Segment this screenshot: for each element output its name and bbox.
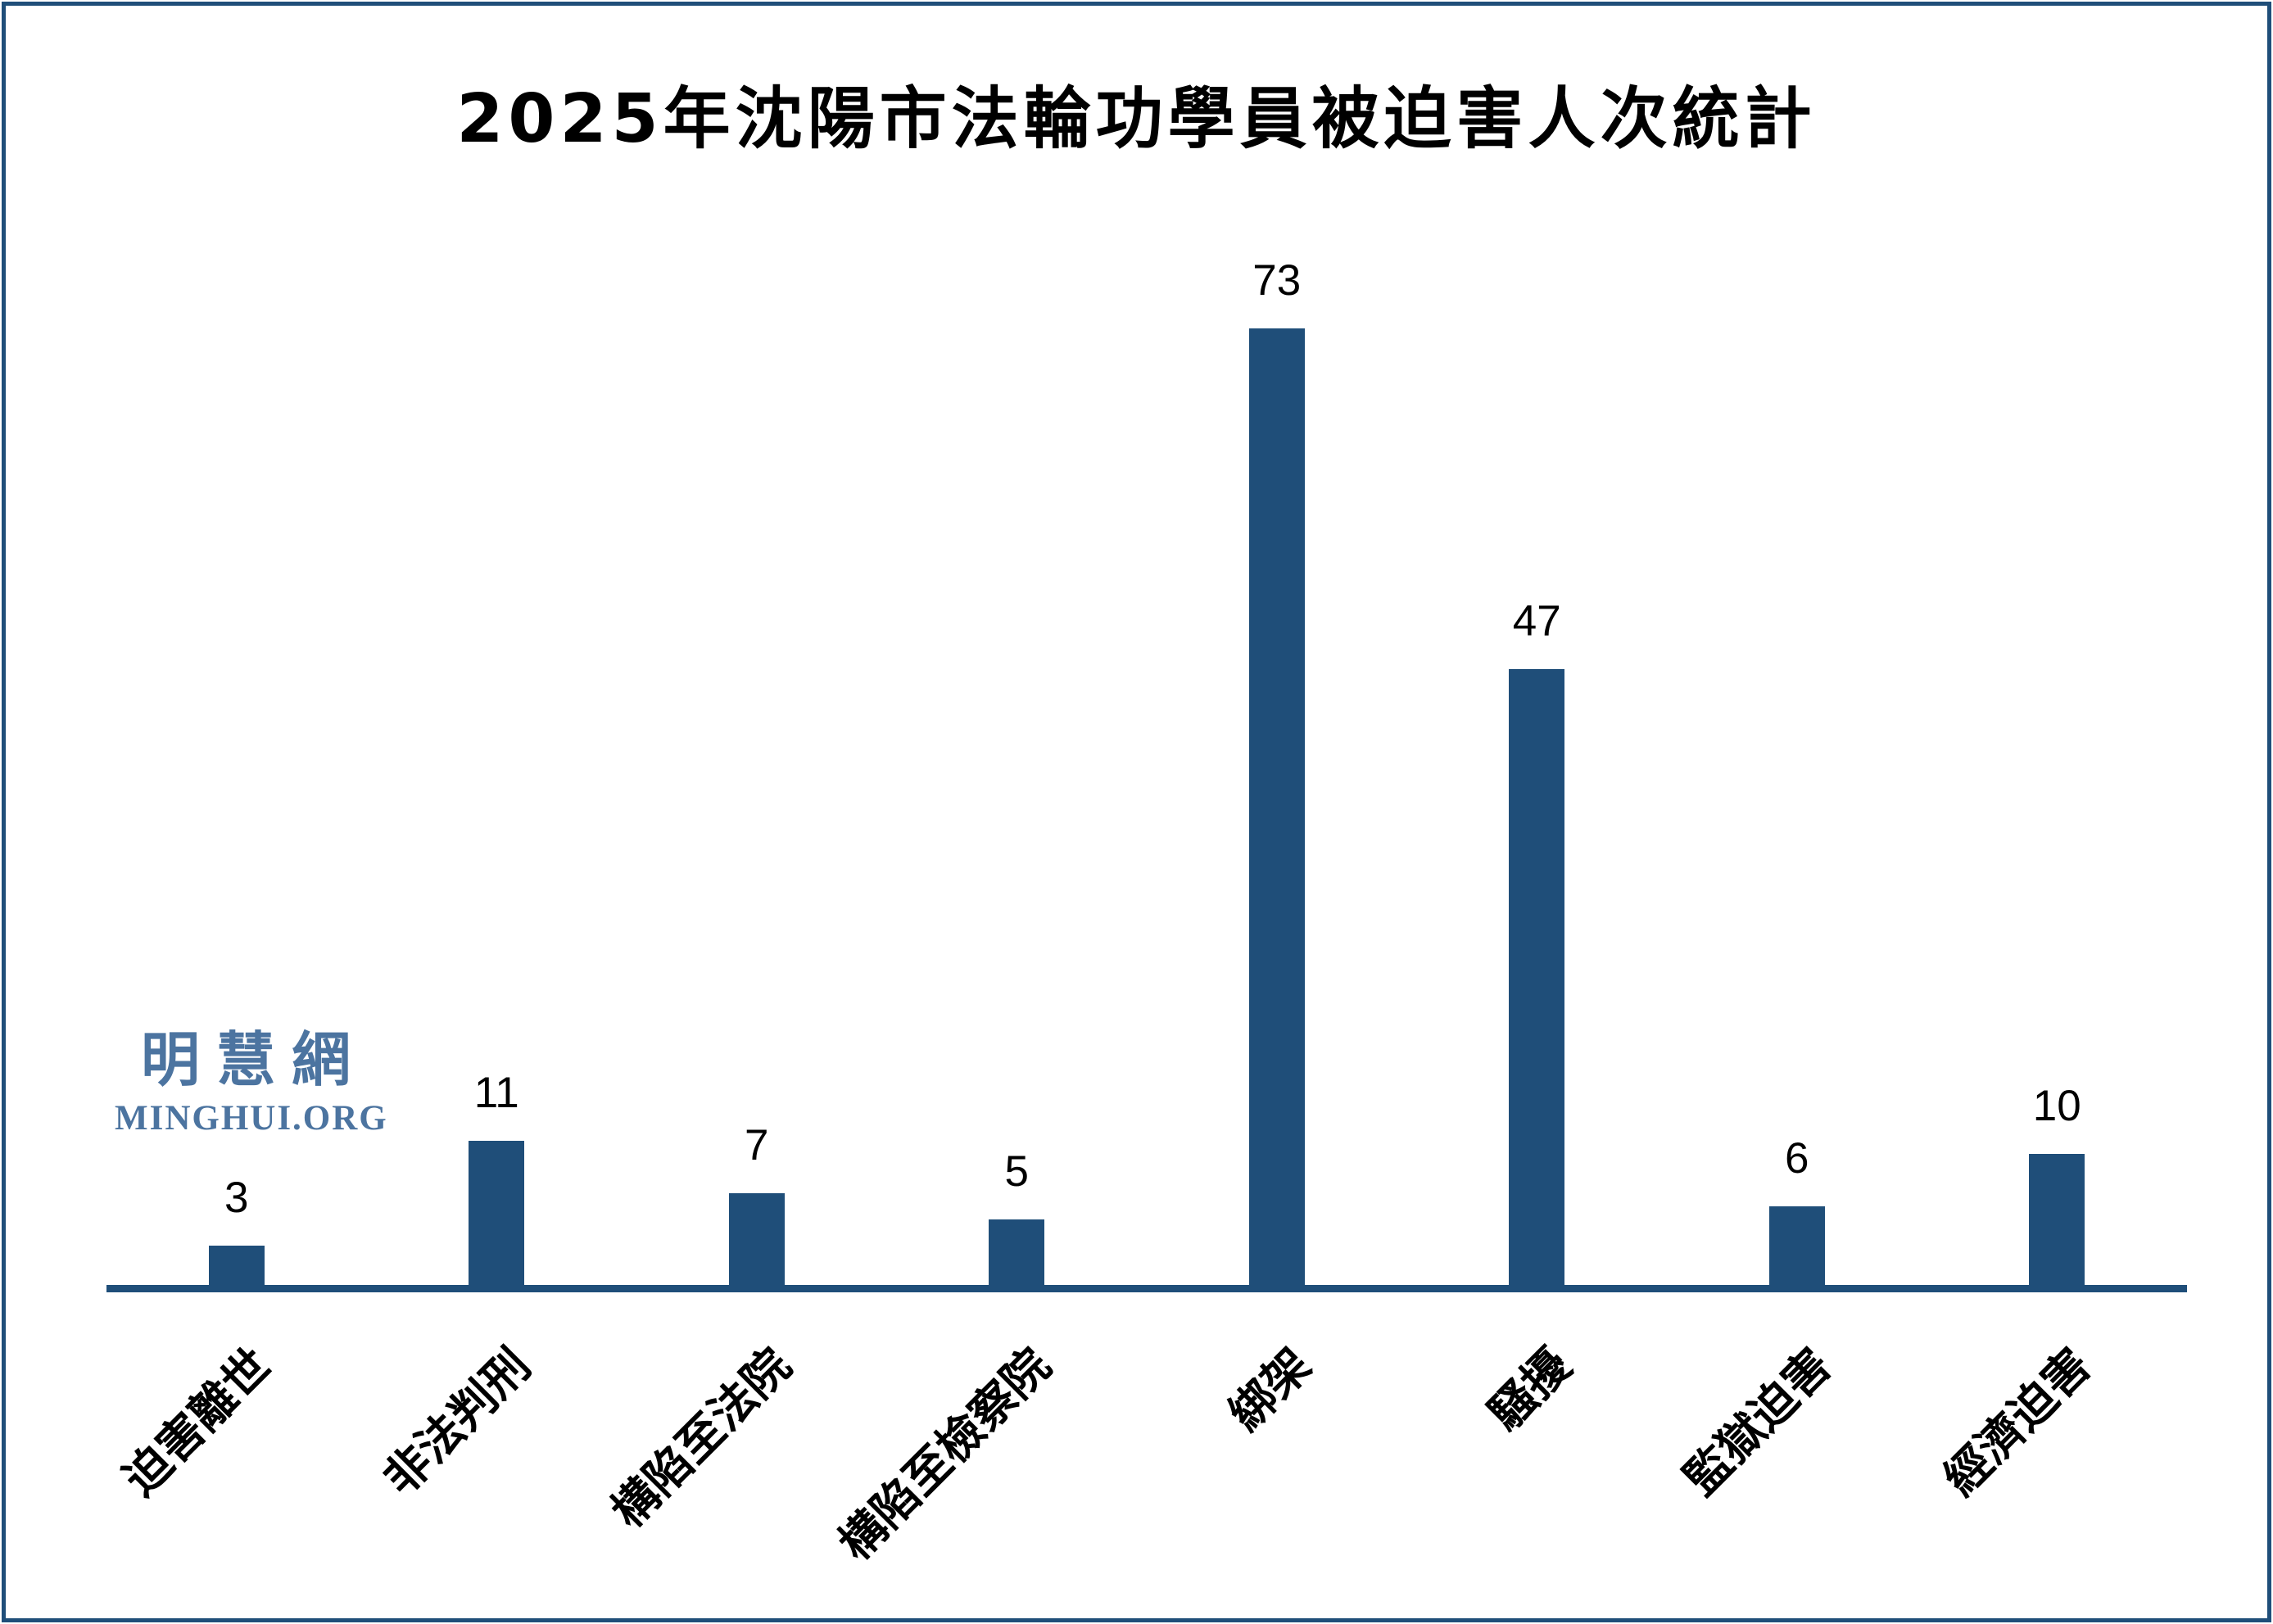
bar xyxy=(989,1219,1045,1285)
minghui-logo-latin: MINGHUI.ORG xyxy=(115,1099,388,1138)
bar-value-label: 47 xyxy=(1512,597,1561,645)
category-label: 經濟迫害 xyxy=(1934,1338,2102,1506)
category-label: 迫害離世 xyxy=(113,1338,282,1506)
category-label: 非法判刑 xyxy=(374,1338,541,1506)
bar-value-label: 73 xyxy=(1252,256,1302,305)
category-label: 騷擾 xyxy=(1478,1338,1582,1441)
bar xyxy=(1248,328,1305,1285)
bar-value-label: 10 xyxy=(2032,1082,2081,1130)
x-axis-line xyxy=(106,1285,2187,1292)
category-label: 綁架 xyxy=(1219,1338,1322,1441)
bar-value-label: 6 xyxy=(1785,1134,1809,1183)
bar-value-label: 11 xyxy=(473,1069,519,1117)
bar xyxy=(1768,1206,1825,1285)
category-label: 監獄迫害 xyxy=(1673,1338,1842,1506)
bar-value-label: 7 xyxy=(745,1121,769,1169)
category-label: 構陷至檢察院 xyxy=(829,1338,1062,1572)
bar-value-label: 5 xyxy=(1004,1147,1029,1196)
minghui-logo-cjk: 明慧網 xyxy=(140,1025,367,1094)
bar xyxy=(2029,1154,2085,1285)
chart-title: 2025年沈陽市法輪功學員被迫害人次統計 xyxy=(456,80,1817,158)
minghui-watermark: 明慧網 MINGHUI.ORG xyxy=(115,1025,388,1138)
category-label: 構陷至法院 xyxy=(601,1338,802,1539)
bar xyxy=(208,1246,265,1285)
bar-value-label: 3 xyxy=(224,1174,249,1222)
bar xyxy=(728,1193,785,1285)
bar xyxy=(1509,669,1565,1285)
bar xyxy=(469,1141,525,1285)
